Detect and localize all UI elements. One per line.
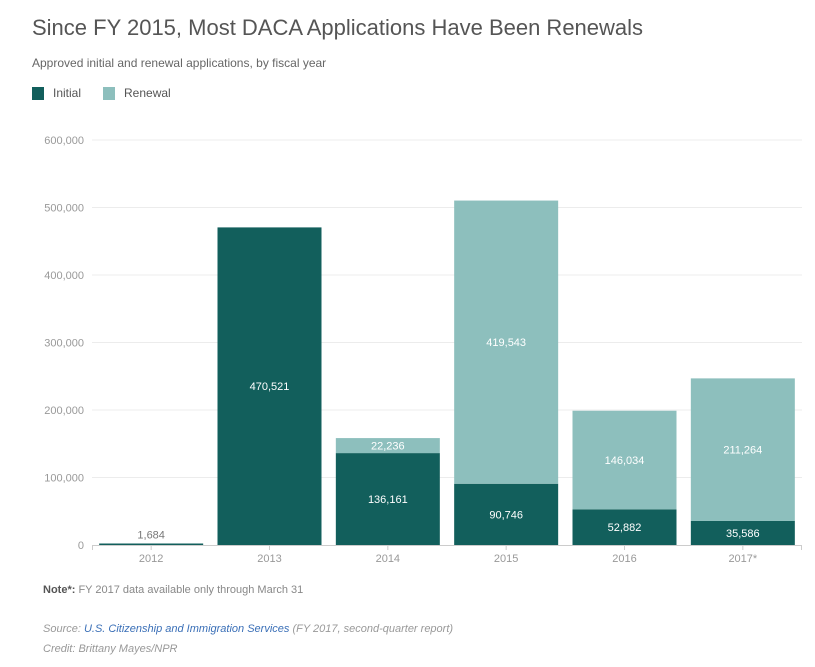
legend-item-renewal: Renewal — [103, 86, 171, 100]
x-tick-label: 2016 — [612, 553, 636, 565]
bar-renewal — [690, 378, 795, 521]
source-link[interactable]: U.S. Citizenship and Immigration Service… — [83, 623, 290, 635]
y-tick-label: 600,000 — [44, 135, 84, 147]
legend-label-renewal: Renewal — [124, 86, 171, 100]
y-tick-label: 400,000 — [44, 270, 84, 282]
chart-note: Note*: FY 2017 data available only throu… — [43, 584, 303, 596]
data-label-initial: 1,684 — [137, 530, 165, 542]
data-label-renewal: 419,543 — [486, 337, 526, 349]
x-tick-label: 2012 — [139, 553, 163, 565]
bar-chart: 0 100,000 200,000 300,000 400,000 500,000 600,… — [44, 135, 802, 565]
bar-initial — [99, 543, 204, 545]
y-tick-label: 100,000 — [44, 473, 84, 485]
data-label-renewal: 22,236 — [371, 441, 405, 453]
bar-renewal — [572, 410, 677, 510]
chart-credit: Credit: Brittany Mayes/NPR — [43, 643, 178, 655]
chart-title: Since FY 2015, Most DACA Applications Ha… — [32, 15, 644, 40]
legend-label-initial: Initial — [53, 86, 82, 100]
y-tick-label: 0 — [78, 540, 84, 552]
bar-initial — [690, 520, 795, 545]
x-tick-label: 2017* — [728, 553, 757, 565]
data-label-initial: 52,882 — [608, 522, 642, 534]
note-text: FY 2017 data available only through Marc… — [75, 584, 304, 596]
y-tick-label: 200,000 — [44, 405, 84, 417]
data-label-initial: 35,586 — [726, 528, 760, 540]
legend-swatch-renewal — [103, 86, 116, 100]
note-label: Note*: — [43, 584, 76, 596]
x-tick-label: 2015 — [494, 553, 518, 565]
data-label-initial: 90,746 — [489, 509, 523, 521]
source-suffix: (FY 2017, second-quarter report) — [289, 623, 454, 635]
bar-initial — [335, 453, 440, 545]
x-tick-label: 2014 — [376, 553, 400, 565]
data-label-initial: 470,521 — [250, 381, 290, 393]
data-label-renewal: 211,264 — [723, 445, 762, 457]
legend-swatch-initial — [32, 86, 44, 100]
legend: Initial Renewal — [32, 86, 193, 100]
bar-initial — [454, 483, 559, 545]
bar-initial — [572, 509, 677, 545]
source-prefix: Source: — [43, 623, 84, 635]
data-label-renewal: 146,034 — [605, 455, 645, 467]
bar-initial — [217, 227, 322, 545]
bar-renewal — [454, 200, 559, 484]
data-label-initial: 136,161 — [368, 494, 408, 506]
x-tick-label: 2013 — [257, 553, 281, 565]
legend-item-initial: Initial — [32, 86, 81, 100]
bar-renewal — [335, 438, 440, 454]
chart-source: Source: U.S. Citizenship and Immigration… — [43, 623, 453, 635]
chart-subtitle: Approved initial and renewal application… — [32, 56, 327, 70]
y-tick-label: 300,000 — [44, 338, 84, 350]
y-tick-label: 500,000 — [44, 203, 84, 215]
